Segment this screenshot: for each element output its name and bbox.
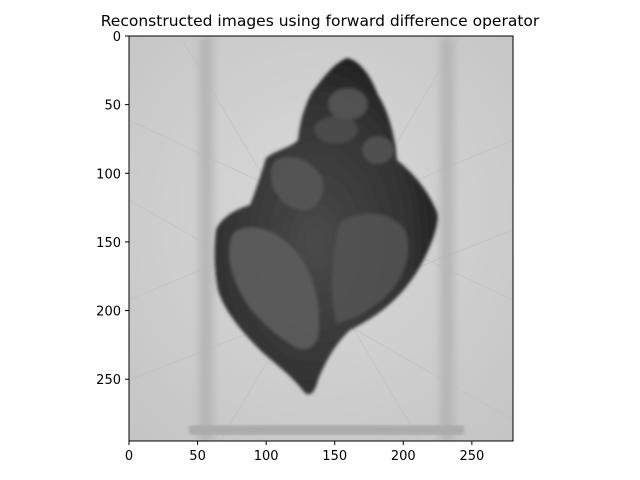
y-axis-ticks: 0 50 100 150 200 250	[96, 30, 129, 388]
x-tick-label: 0	[125, 449, 133, 464]
y-tick-label: 200	[96, 305, 121, 320]
x-tick-label: 100	[254, 449, 279, 464]
y-tick-label: 250	[96, 373, 121, 388]
y-tick-label: 50	[104, 99, 121, 114]
x-tick-label: 150	[322, 449, 347, 464]
reconstructed-image	[129, 36, 513, 441]
plot-title: Reconstructed images using forward diffe…	[101, 12, 540, 30]
x-tick-label: 50	[189, 449, 206, 464]
shell-highlights	[229, 88, 409, 350]
x-axis-ticks: 0 50 100 150 200 250	[125, 441, 484, 464]
x-tick-label: 250	[459, 449, 484, 464]
container-bottom	[189, 425, 464, 435]
y-tick-label: 0	[113, 30, 121, 45]
y-tick-label: 150	[96, 236, 121, 251]
container-walls	[199, 36, 454, 441]
y-tick-label: 100	[96, 167, 121, 182]
axes-frame	[128, 35, 514, 442]
x-tick-label: 200	[391, 449, 416, 464]
